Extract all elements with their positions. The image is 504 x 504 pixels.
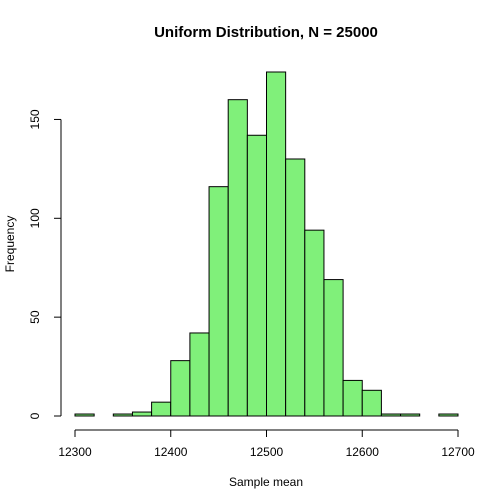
histogram-bar [361, 389, 382, 417]
histogram-bar [438, 413, 459, 417]
y-tick-label: 0 [28, 412, 42, 419]
x-tick-label: 12300 [58, 445, 92, 459]
y-tick-label: 150 [28, 109, 42, 129]
bars-group [74, 71, 459, 417]
histogram-bar [380, 413, 402, 417]
histogram-bar [246, 134, 268, 417]
histogram-bar [342, 379, 363, 417]
x-axis: 12300 12400 12500 12600 12700 [58, 429, 475, 459]
histogram-bar [74, 413, 95, 417]
histogram-bar [266, 71, 287, 417]
histogram-bar [323, 279, 344, 417]
histogram-bar [304, 229, 325, 417]
x-tick-label: 12600 [346, 445, 380, 459]
x-tick-label: 12400 [154, 445, 188, 459]
histogram-bar [208, 186, 229, 417]
y-axis: 0 50 100 150 [28, 109, 62, 419]
histogram-bar [400, 413, 421, 417]
histogram-bar [112, 413, 133, 417]
x-tick-label: 12700 [441, 445, 475, 459]
histogram-bar [170, 360, 191, 417]
y-tick-label: 100 [28, 208, 42, 228]
histogram-bar [285, 158, 306, 417]
histogram-bar [151, 401, 172, 417]
histogram-bar [131, 411, 153, 417]
y-tick-label: 50 [28, 310, 42, 324]
y-axis-label: Frequency [3, 216, 17, 273]
histogram-bar [227, 99, 248, 417]
x-axis-label: Sample mean [229, 475, 303, 489]
x-tick-label: 12500 [250, 445, 284, 459]
histogram-bar [189, 332, 210, 417]
chart-title: Uniform Distribution, N = 25000 [154, 24, 378, 41]
